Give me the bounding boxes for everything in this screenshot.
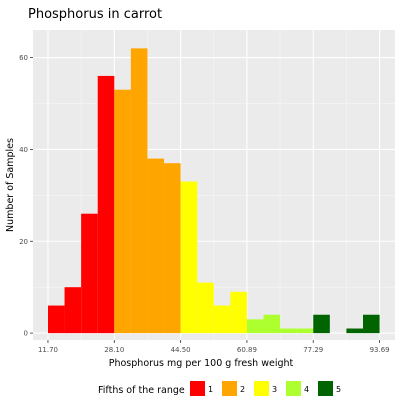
x-tick-label: 93.69 <box>370 346 390 354</box>
histogram-bar <box>180 181 198 334</box>
histogram-bar <box>97 75 115 334</box>
histogram-bar <box>313 314 330 334</box>
histogram-bar <box>296 328 314 334</box>
histogram-bar <box>363 314 380 334</box>
histogram-bar <box>230 291 247 334</box>
legend: Fifths of the range 1 2 3 4 5 <box>98 381 341 396</box>
histogram-bar <box>147 158 165 334</box>
legend-title: Fifths of the range <box>98 385 185 396</box>
y-axis: 0 20 40 60 <box>19 54 33 338</box>
legend-swatch <box>190 381 205 396</box>
legend-swatch <box>286 381 301 396</box>
histogram-bar <box>346 328 364 334</box>
x-tick-label: 77.29 <box>303 346 323 354</box>
histogram-bar <box>246 319 264 334</box>
histogram-bar <box>130 48 148 334</box>
legend-label: 3 <box>272 385 277 394</box>
x-tick-label: 60.89 <box>237 346 257 354</box>
histogram-bar <box>64 287 82 334</box>
x-tick-label: 11.70 <box>38 346 58 354</box>
histogram-bars <box>47 48 380 334</box>
y-tick-label: 20 <box>19 238 28 246</box>
histogram-bar <box>114 89 131 334</box>
legend-swatch <box>318 381 333 396</box>
chart-title: Phosphorus in carrot <box>28 7 162 22</box>
histogram-bar <box>197 282 214 334</box>
histogram-bar <box>164 163 181 334</box>
histogram-bar <box>280 328 297 334</box>
y-tick-label: 40 <box>19 146 28 154</box>
histogram-bar <box>47 305 65 334</box>
x-tick-label: 28.10 <box>104 346 124 354</box>
x-axis: 11.70 28.10 44.50 60.89 77.29 93.69 <box>38 340 390 354</box>
x-tick-label: 44.50 <box>171 346 191 354</box>
y-tick-label: 60 <box>19 54 28 62</box>
legend-label: 1 <box>208 385 213 394</box>
legend-swatch <box>222 381 237 396</box>
histogram-bar <box>81 213 98 334</box>
x-axis-label: Phosphorus mg per 100 g fresh weight <box>109 358 294 369</box>
histogram-bar <box>263 314 281 334</box>
y-tick-label: 0 <box>24 330 28 338</box>
y-axis-label: Number of Samples <box>5 138 16 232</box>
legend-label: 5 <box>336 385 341 394</box>
legend-label: 2 <box>240 385 245 394</box>
legend-label: 4 <box>304 385 309 394</box>
histogram-bar <box>213 305 231 334</box>
legend-swatch <box>254 381 269 396</box>
